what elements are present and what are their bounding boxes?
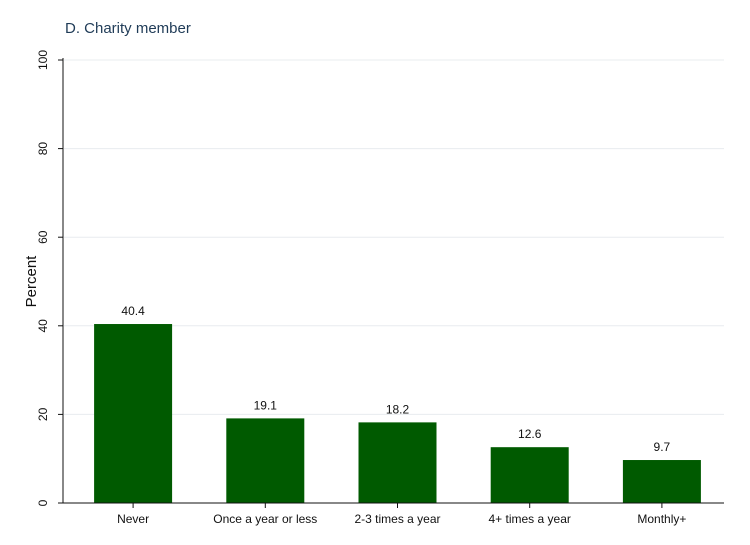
x-tick-label: Monthly+ [637, 512, 686, 526]
y-axis-title: Percent [23, 255, 40, 308]
data-label-layer: 40.4 19.1 18.2 12.6 9.7 [121, 304, 670, 454]
y-tick-label: 100 [36, 50, 50, 70]
x-tick-label-layer: Never Once a year or less 2-3 times a year… [117, 503, 686, 526]
y-tick-label: 20 [36, 407, 50, 421]
x-tick-label: 2-3 times a year [354, 512, 440, 526]
data-label: 40.4 [121, 304, 145, 318]
bar [622, 460, 701, 503]
bar [226, 418, 305, 503]
axis-layer [62, 58, 724, 504]
bar [490, 447, 569, 503]
bars-layer [94, 324, 701, 503]
y-tick-label: 0 [36, 499, 50, 506]
y-tick-label: 60 [36, 230, 50, 244]
chart-title: D. Charity member [65, 20, 191, 37]
x-tick-label: Once a year or less [213, 512, 317, 526]
bar [358, 422, 437, 503]
y-tick-label: 40 [36, 319, 50, 333]
data-label: 19.1 [254, 398, 278, 412]
y-tick-layer: 0 20 40 60 80 100 [36, 50, 63, 506]
data-label: 18.2 [386, 402, 410, 416]
data-label: 12.6 [518, 427, 542, 441]
x-tick-label: 4+ times a year [489, 512, 571, 526]
data-label: 9.7 [654, 440, 671, 454]
grid-layer [64, 59, 724, 415]
y-tick-label: 80 [36, 142, 50, 156]
bar [94, 324, 173, 503]
x-tick-label: Never [117, 512, 149, 526]
